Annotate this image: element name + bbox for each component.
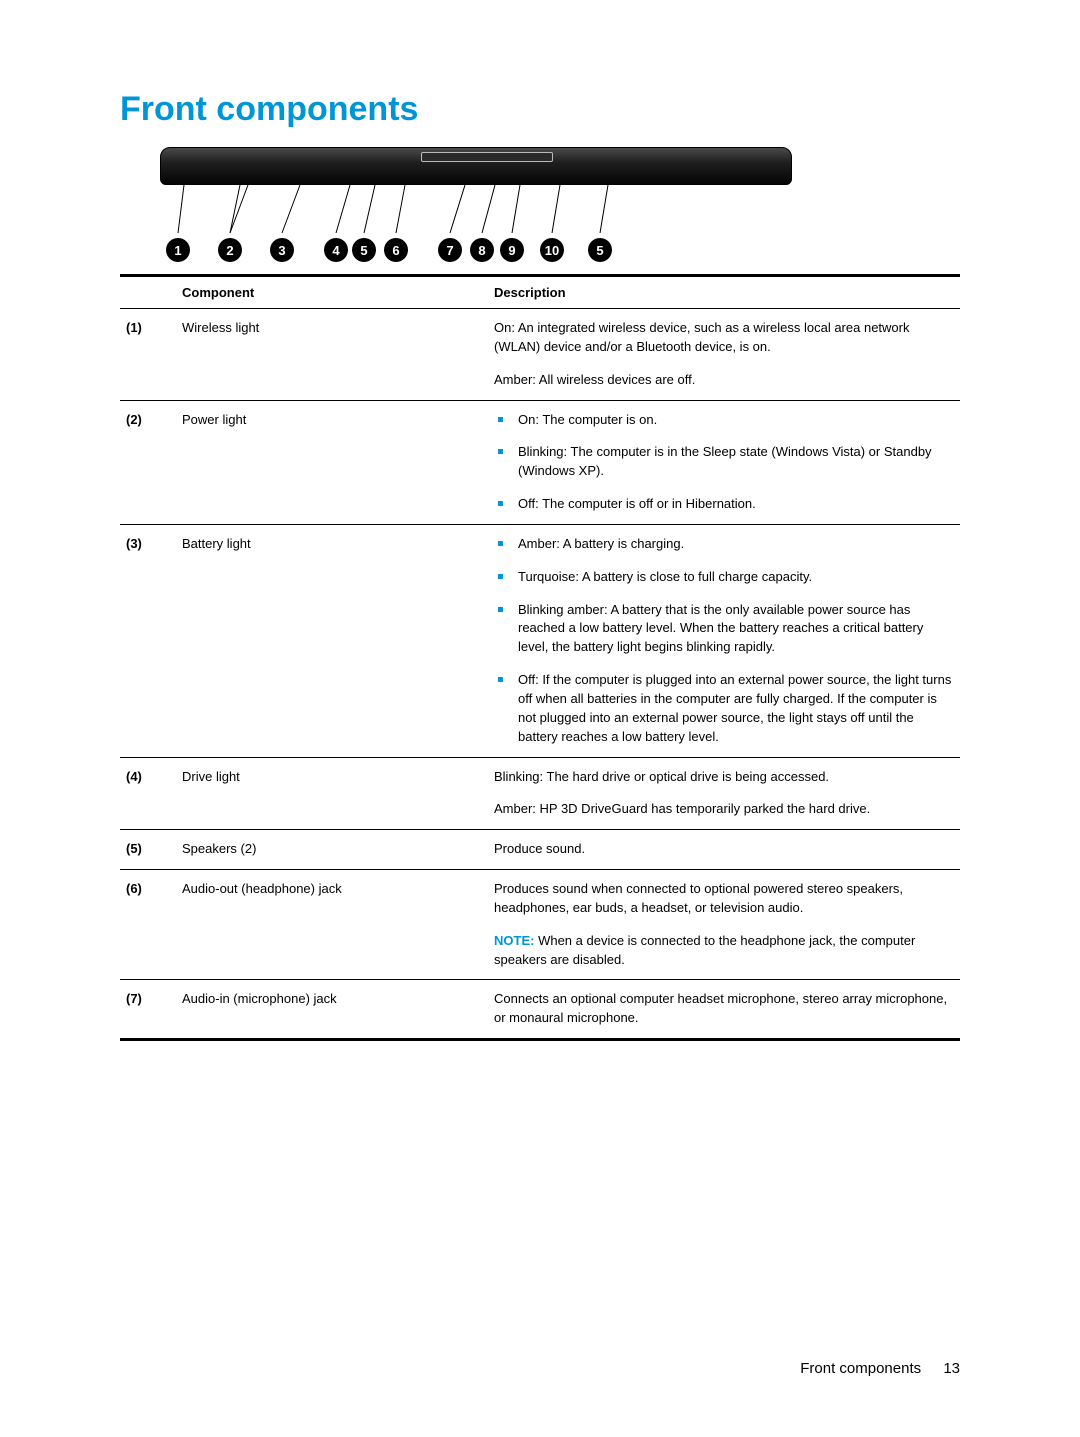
table-row: (6)Audio-out (headphone) jackProduces so… — [120, 870, 960, 980]
row-description: Produces sound when connected to optiona… — [488, 870, 960, 980]
device-body — [160, 147, 792, 185]
row-component: Drive light — [176, 757, 488, 830]
page-title: Front components — [120, 90, 960, 129]
table-header-description: Description — [488, 276, 960, 309]
callout-badge: 6 — [384, 238, 408, 262]
table-row: (1)Wireless lightOn: An integrated wirel… — [120, 309, 960, 401]
table-header-component: Component — [176, 276, 488, 309]
row-description: Amber: A battery is charging. Turquoise: … — [488, 524, 960, 757]
row-description: Blinking: The hard drive or optical driv… — [488, 757, 960, 830]
description-text: Produce sound. — [494, 840, 954, 859]
callout-badge: 10 — [540, 238, 564, 262]
row-component: Power light — [176, 400, 488, 524]
row-component: Audio-in (microphone) jack — [176, 980, 488, 1040]
description-text: Amber: HP 3D DriveGuard has temporarily … — [494, 800, 954, 819]
page-footer: Front components 13 — [800, 1360, 960, 1377]
row-number: (7) — [120, 980, 176, 1040]
row-number: (2) — [120, 400, 176, 524]
description-bullet: Turquoise: A battery is close to full ch… — [494, 568, 954, 587]
table-row: (2)Power light On: The computer is on. Bli… — [120, 400, 960, 524]
note-label: NOTE: — [494, 933, 534, 948]
row-number: (1) — [120, 309, 176, 401]
row-number: (5) — [120, 830, 176, 870]
callout-badge: 9 — [500, 238, 524, 262]
callout-lines — [160, 185, 790, 235]
row-description: Produce sound. — [488, 830, 960, 870]
components-table: Component Description (1)Wireless lightO… — [120, 274, 960, 1041]
table-row: (3)Battery lightAmber: A battery is char… — [120, 524, 960, 757]
row-component: Speakers (2) — [176, 830, 488, 870]
row-number: (6) — [120, 870, 176, 980]
callout-badge: 4 — [324, 238, 348, 262]
description-text: Connects an optional computer headset mi… — [494, 990, 954, 1028]
row-component: Battery light — [176, 524, 488, 757]
description-bullet: Amber: A battery is charging. — [494, 535, 954, 554]
description-list: Amber: A battery is charging. Turquoise: … — [494, 535, 954, 747]
row-component: Wireless light — [176, 309, 488, 401]
front-diagram: 123456789105 — [160, 147, 960, 264]
callout-badge: 2 — [218, 238, 242, 262]
callout-badge: 7 — [438, 238, 462, 262]
description-text: Blinking: The hard drive or optical driv… — [494, 768, 954, 787]
row-description: On: An integrated wireless device, such … — [488, 309, 960, 401]
description-bullet: On: The computer is on. — [494, 411, 954, 430]
description-list: On: The computer is on. Blinking: The com… — [494, 411, 954, 514]
description-bullet: Blinking amber: A battery that is the on… — [494, 601, 954, 658]
description-bullet: Off: If the computer is plugged into an … — [494, 671, 954, 746]
table-row: (5)Speakers (2) Produce sound. — [120, 830, 960, 870]
footer-section: Front components — [800, 1360, 921, 1377]
callout-badge: 8 — [470, 238, 494, 262]
callout-badge: 1 — [166, 238, 190, 262]
table-header-blank — [120, 276, 176, 309]
row-number: (4) — [120, 757, 176, 830]
callout-badge: 5 — [588, 238, 612, 262]
callout-badge: 3 — [270, 238, 294, 262]
callout-badge: 5 — [352, 238, 376, 262]
row-number: (3) — [120, 524, 176, 757]
row-component: Audio-out (headphone) jack — [176, 870, 488, 980]
row-description: On: The computer is on. Blinking: The com… — [488, 400, 960, 524]
device-slot — [421, 152, 553, 162]
table-row: (4)Drive light Blinking: The hard drive o… — [120, 757, 960, 830]
description-text: Amber: All wireless devices are off. — [494, 371, 954, 390]
description-text: Produces sound when connected to optiona… — [494, 880, 954, 918]
description-bullet: Blinking: The computer is in the Sleep s… — [494, 443, 954, 481]
description-text: On: An integrated wireless device, such … — [494, 319, 954, 357]
row-description: Connects an optional computer headset mi… — [488, 980, 960, 1040]
footer-page-number: 13 — [943, 1360, 960, 1377]
table-row: (7)Audio-in (microphone) jackConnects an… — [120, 980, 960, 1040]
description-bullet: Off: The computer is off or in Hibernati… — [494, 495, 954, 514]
callout-badges: 123456789105 — [160, 238, 790, 264]
description-note: NOTE: When a device is connected to the … — [494, 932, 954, 970]
